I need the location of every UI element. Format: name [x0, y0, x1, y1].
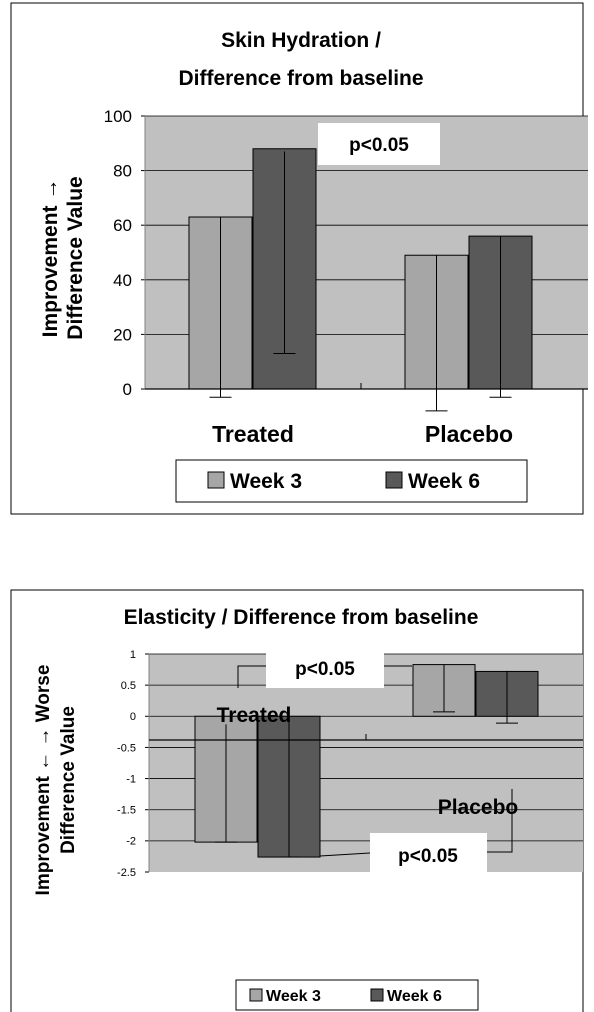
chart1-y-ticks: 0 20 40 60 80 100 — [104, 107, 145, 399]
chart2-ylabel-line2: Difference Value — [58, 706, 79, 854]
chart2-legend-swatch-week3 — [249, 988, 263, 1002]
y-tick-label: -1.5 — [117, 805, 136, 817]
y-tick-label: 40 — [113, 271, 132, 290]
chart2-category-placebo: Placebo — [438, 796, 519, 819]
chart2-title: Elasticity / Difference from baseline — [124, 606, 479, 629]
y-tick-label: 0 — [130, 711, 136, 723]
y-tick-label: -0.5 — [117, 742, 136, 754]
chart1-legend-swatch-week3 — [207, 471, 225, 489]
chart2-pvalue-label-bottom: p<0.05 — [398, 846, 458, 867]
chart1-ylabel-line2: Difference Value — [64, 176, 87, 339]
chart2-pvalue-box-bottom — [370, 833, 487, 875]
chart2-legend-swatch-week6 — [370, 988, 384, 1002]
chart1-category-treated: Treated — [212, 421, 294, 447]
chart2-pvalue-box-top — [266, 646, 384, 688]
chart2-leader-bottom-left — [319, 852, 371, 857]
chart2-ylabel-line1: Improvement ← → Worse — [33, 665, 54, 896]
chart1-pvalue-label: p<0.05 — [349, 135, 409, 156]
y-tick-label: 60 — [113, 216, 132, 235]
chart2-leader-top-left — [237, 665, 266, 688]
chart2-legend-label-week3: Week 3 — [266, 988, 321, 1005]
y-tick-label: 20 — [113, 325, 132, 344]
chart1-title-line2: Difference from baseline — [178, 67, 423, 90]
chart2-leader-bottom-right — [487, 789, 513, 853]
chart1-category-placebo: Placebo — [425, 421, 513, 447]
y-tick-label: -2 — [126, 836, 136, 848]
chart1-legend-label-week3: Week 3 — [230, 470, 302, 493]
chart1-error-bars — [209, 151, 512, 412]
chart1-legend — [175, 459, 528, 503]
chart1-legend-swatch-week6 — [385, 471, 403, 489]
chart2-error-bars — [215, 664, 518, 858]
y-tick-label: 1 — [130, 649, 136, 661]
y-tick-label: -1 — [126, 773, 136, 785]
chart2-pvalue-label-top: p<0.05 — [295, 659, 355, 680]
y-tick-label: -2.5 — [117, 867, 136, 879]
chart2-y-ticks: 1 0.5 0 -0.5 -1 -1.5 -2 -2.5 — [117, 649, 149, 879]
chart2-category-treated: Treated — [217, 704, 292, 727]
chart1-pvalue-box — [318, 123, 440, 165]
chart2-legend-label-week6: Week 6 — [387, 988, 442, 1005]
chart2-legend — [235, 979, 479, 1011]
y-tick-label: 100 — [104, 107, 132, 126]
y-tick-label: 80 — [113, 162, 132, 181]
chart1-title-line1: Skin Hydration / — [221, 29, 381, 52]
y-tick-label: 0.5 — [121, 680, 136, 692]
y-tick-label: 0 — [123, 380, 132, 399]
chart1-ylabel-line1: Improvement → — [39, 179, 62, 338]
chart1-legend-label-week6: Week 6 — [408, 470, 480, 493]
